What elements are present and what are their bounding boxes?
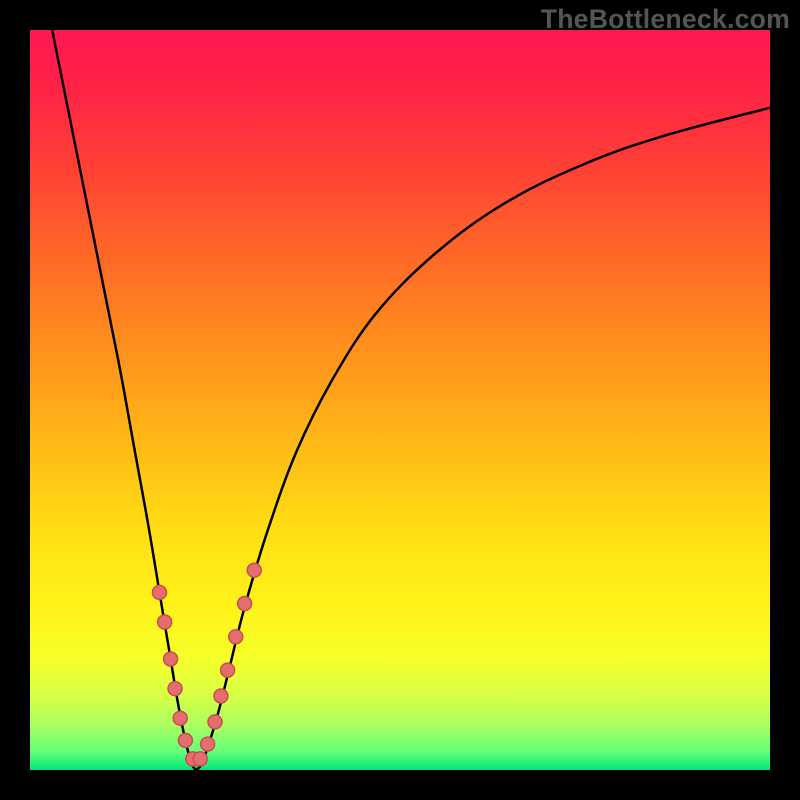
plot-background <box>30 30 770 770</box>
curve-marker <box>164 652 178 666</box>
chart-frame: TheBottleneck.com <box>0 0 800 800</box>
curve-marker <box>201 737 215 751</box>
curve-marker <box>221 663 235 677</box>
bottleneck-chart <box>0 0 800 800</box>
curve-marker <box>238 597 252 611</box>
curve-marker <box>168 682 182 696</box>
curve-marker <box>214 689 228 703</box>
curve-marker <box>193 752 207 766</box>
curve-marker <box>173 711 187 725</box>
curve-marker <box>178 733 192 747</box>
curve-marker <box>229 630 243 644</box>
curve-marker <box>153 585 167 599</box>
curve-marker <box>158 615 172 629</box>
curve-marker <box>208 715 222 729</box>
curve-marker <box>247 563 261 577</box>
